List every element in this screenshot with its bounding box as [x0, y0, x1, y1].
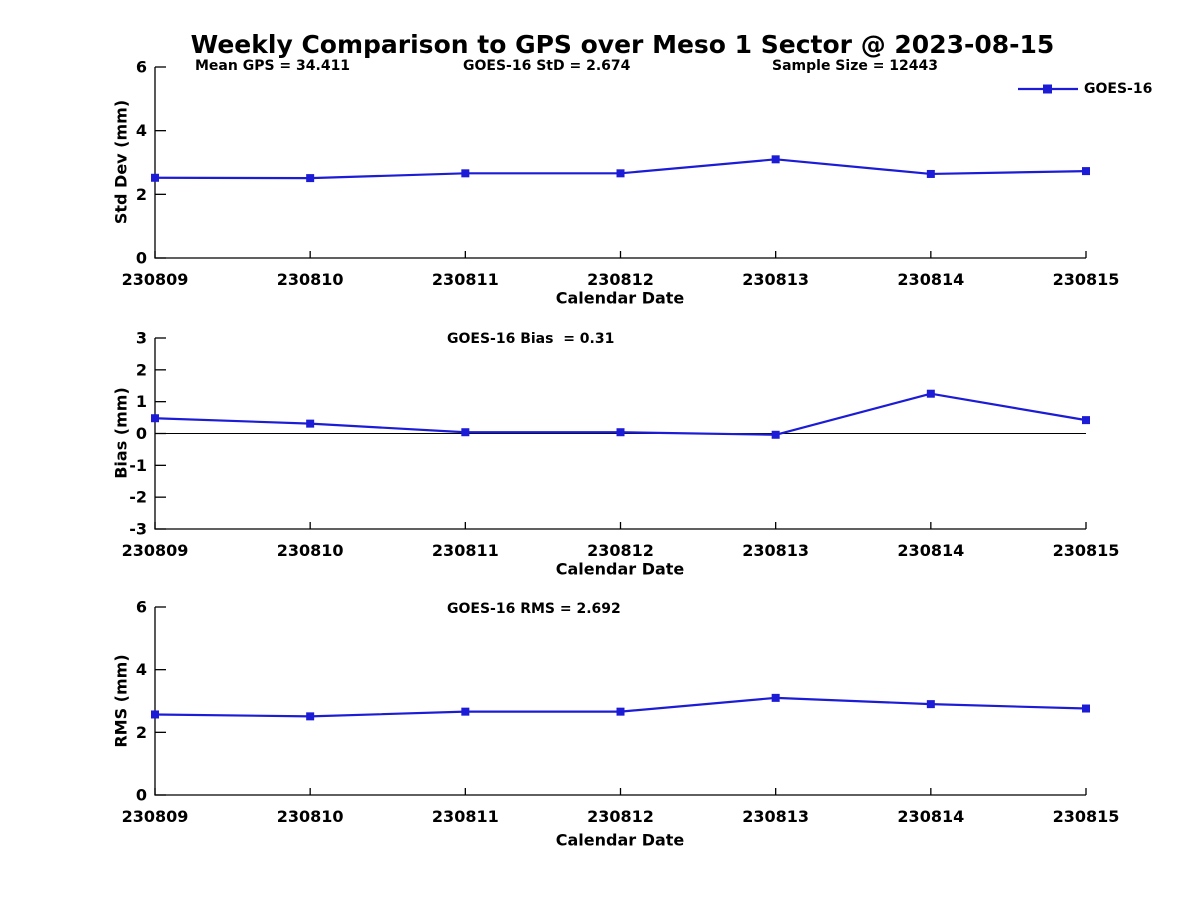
data-marker [306, 174, 315, 183]
annotation-mean-gps: Mean GPS = 34.411 [195, 58, 351, 74]
x-tick-label: 230815 [1053, 270, 1120, 289]
rms-subplot-title: GOES-16 RMS = 2.692 [447, 601, 621, 617]
x-tick-label: 230812 [587, 541, 654, 560]
y-tick-label: 2 [136, 185, 147, 204]
stddev-x-axis-label: Calendar Date [555, 288, 685, 308]
y-tick-label: 4 [136, 121, 147, 140]
data-marker [151, 414, 159, 423]
y-tick-label: -1 [129, 456, 147, 475]
data-marker [1082, 167, 1090, 176]
x-tick-label: 230809 [122, 270, 189, 289]
stddev-y-axis-label: Std Dev (mm) [111, 99, 131, 225]
x-tick-label: 230809 [122, 541, 189, 560]
axes-spines [154, 67, 1086, 259]
x-tick-label: 230809 [122, 807, 189, 826]
axes-spines [154, 607, 1086, 796]
x-tick-label: 230812 [587, 807, 654, 826]
data-marker [461, 707, 470, 716]
x-tick-label: 230810 [277, 807, 344, 826]
y-tick-label: 0 [136, 424, 147, 443]
y-tick-label: 2 [136, 360, 147, 379]
bias-subplot-title: GOES-16 Bias = 0.31 [447, 331, 615, 347]
data-marker [926, 700, 935, 709]
legend-line-marker-icon [1018, 84, 1078, 94]
data-marker [1082, 704, 1090, 713]
x-tick-label: 230814 [897, 270, 964, 289]
x-tick-label: 230810 [277, 270, 344, 289]
annotation-goes16-std: GOES-16 StD = 2.674 [463, 58, 631, 74]
data-marker [151, 173, 159, 182]
data-marker [1082, 416, 1090, 425]
data-marker [771, 430, 780, 439]
data-marker [461, 169, 470, 178]
rms-y-axis-label: RMS (mm) [111, 654, 131, 748]
figure-title: Weekly Comparison to GPS over Meso 1 Sec… [190, 30, 1055, 59]
x-tick-label: 230815 [1053, 807, 1120, 826]
data-marker [306, 712, 315, 721]
y-tick-label: 3 [136, 329, 147, 348]
data-marker [926, 169, 935, 178]
x-tick-label: 230813 [742, 807, 809, 826]
bias-x-axis-label: Calendar Date [555, 559, 685, 579]
annotation-sample-size: Sample Size = 12443 [772, 58, 939, 74]
data-marker [306, 419, 315, 428]
x-tick-label: 230813 [742, 270, 809, 289]
x-tick-label: 230815 [1053, 541, 1120, 560]
x-tick-label: 230811 [432, 807, 499, 826]
y-tick-label: 2 [136, 723, 147, 742]
y-tick-label: 6 [136, 598, 147, 617]
data-marker [771, 693, 780, 702]
y-tick-label: 1 [136, 392, 147, 411]
subplot-1: 3 2 1 0 -1 -2 -3 230809 230810 230811 230812 230813… [122, 329, 1120, 561]
bias-y-axis-label: Bias (mm) [111, 387, 131, 479]
legend-label: GOES-16 [1084, 81, 1153, 97]
x-tick-label: 230814 [897, 807, 964, 826]
y-tick-label: 6 [136, 58, 147, 77]
data-marker [616, 428, 625, 437]
x-tick-label: 230813 [742, 541, 809, 560]
data-marker [771, 155, 780, 164]
data-marker [616, 169, 625, 178]
y-tick-label: -3 [129, 520, 147, 539]
x-tick-label: 230811 [432, 270, 499, 289]
data-marker [616, 707, 625, 716]
y-tick-label: 4 [136, 660, 147, 679]
x-tick-label: 230811 [432, 541, 499, 560]
x-tick-label: 230814 [897, 541, 964, 560]
y-tick-label: 0 [136, 786, 147, 805]
y-tick-label: -2 [129, 488, 147, 507]
y-tick-label: 0 [136, 249, 147, 268]
subplot-2: 0 2 4 6 230809 230810 230811 230812 230813 230814… [122, 598, 1120, 827]
x-tick-label: 230812 [587, 270, 654, 289]
rms-x-axis-label: Calendar Date [555, 830, 685, 850]
data-marker [461, 428, 470, 437]
data-marker [151, 710, 159, 719]
data-marker [926, 389, 935, 398]
x-tick-label: 230810 [277, 541, 344, 560]
subplot-0: 0 2 4 6 230809 230810 230811 230812 230813 230814… [122, 58, 1120, 290]
